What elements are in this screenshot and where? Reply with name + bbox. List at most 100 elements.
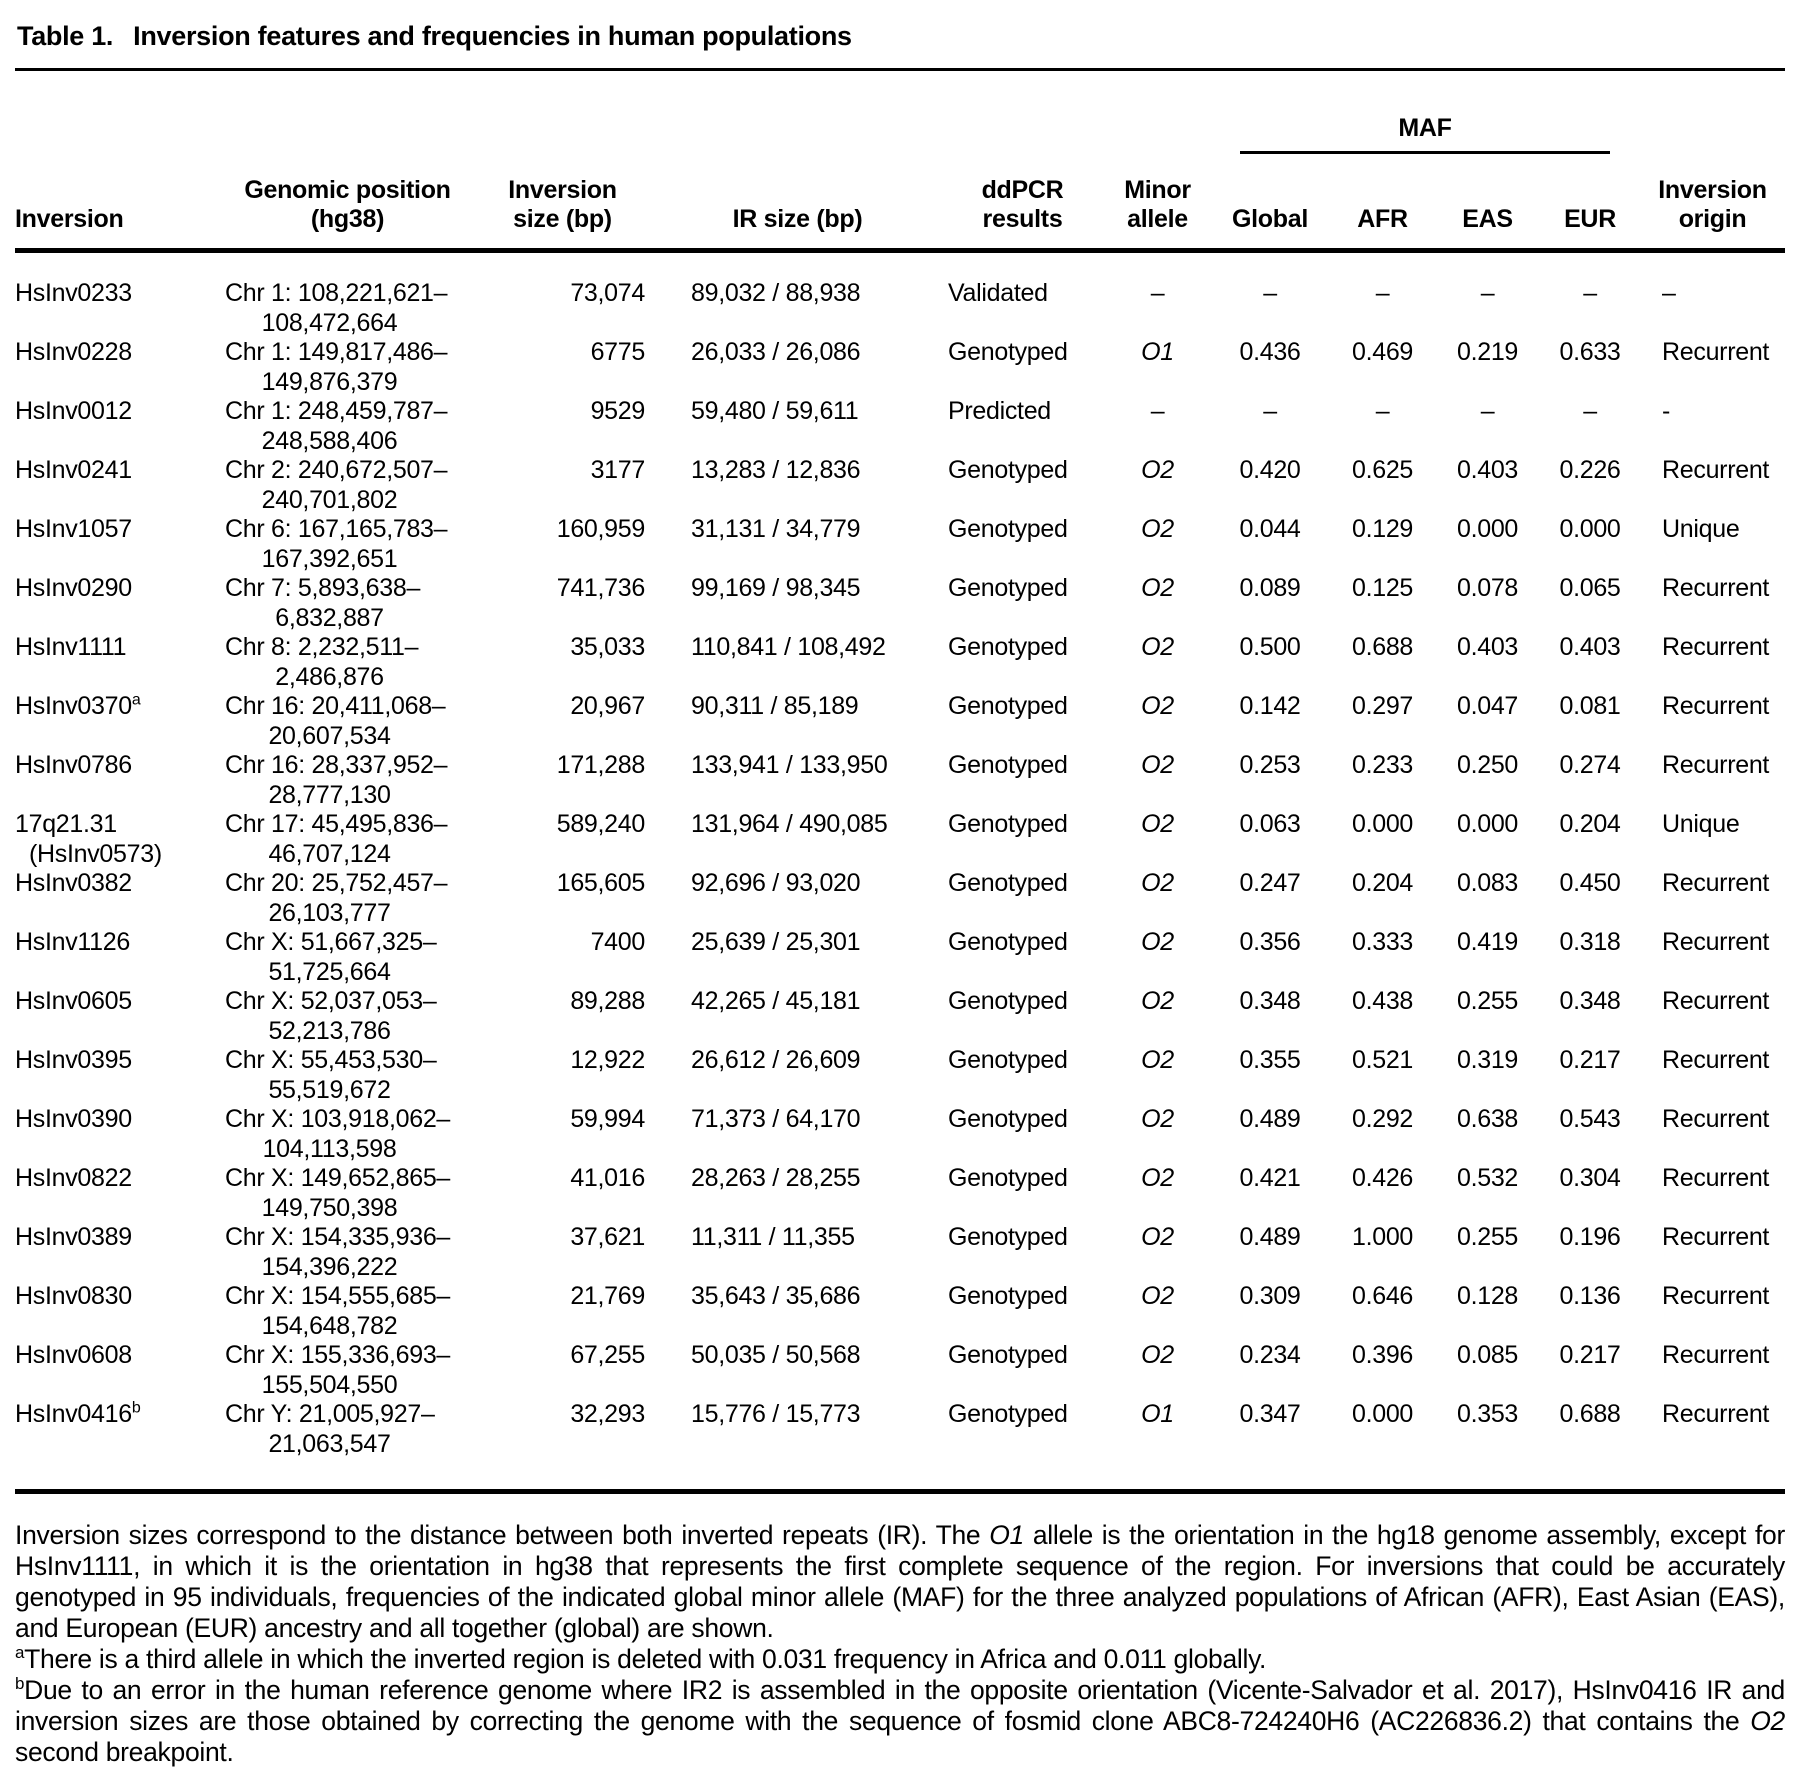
cell-maf-afr: 1.000 — [1351, 1223, 1414, 1251]
cell-inversion: HsInv0290 — [15, 574, 132, 602]
cell-genomic-position: Chr X: 154,555,685– 154,648,782 — [225, 1282, 451, 1340]
cell-minor-allele: O2 — [1141, 456, 1174, 484]
cell-genomic-position: Chr X: 55,453,530– 55,519,672 — [225, 1046, 437, 1104]
cell-inversion-origin: – — [1662, 279, 1676, 307]
cell-inversion: HsInv0608 — [15, 1341, 132, 1369]
table-row: HsInv1111 Chr 8: 2,232,511– 2,486,876 35,03… — [15, 633, 1785, 692]
cell-ddpcr-results: Genotyped — [948, 928, 1068, 956]
cell-ir-size: 13,283 / 12,836 — [691, 456, 861, 484]
cell-maf-global: – — [1263, 279, 1277, 307]
cell-inversion: HsInv0605 — [15, 987, 132, 1015]
cell-ddpcr-results: Genotyped — [948, 869, 1068, 897]
cell-ddpcr-results: Genotyped — [948, 633, 1068, 661]
maf-group-label: MAF — [1240, 114, 1611, 154]
cell-inversion-origin: Recurrent — [1662, 1105, 1770, 1133]
cell-maf-afr: 0.292 — [1351, 1105, 1414, 1133]
cell-maf-eur: – — [1583, 279, 1597, 307]
cell-inversion: HsInv1057 — [15, 515, 132, 543]
cell-maf-eur: 0.000 — [1559, 515, 1621, 543]
col-header-minor-allele: Minor allele — [1105, 71, 1210, 253]
cell-inversion-origin: Recurrent — [1662, 751, 1770, 779]
cell-inversion: HsInv0390 — [15, 1105, 132, 1133]
cell-maf-eur: 0.450 — [1559, 869, 1621, 897]
cell-ir-size: 71,373 / 64,170 — [691, 1105, 861, 1133]
col-header-inversion-origin: Inversion origin — [1640, 71, 1786, 253]
table-header: Inversion Genomic position (hg38) Invers… — [15, 71, 1786, 253]
cell-genomic-position: Chr X: 52,037,053– 52,213,786 — [225, 987, 437, 1045]
cell-maf-global: 0.142 — [1239, 692, 1301, 720]
cell-maf-eas: 0.255 — [1456, 1223, 1519, 1251]
cell-inversion-origin: Unique — [1662, 810, 1740, 838]
cell-maf-eas: 0.083 — [1456, 869, 1519, 897]
col-header-maf-eur: EUR — [1540, 183, 1641, 253]
cell-ddpcr-results: Genotyped — [948, 810, 1068, 838]
cell-inversion-size: 165,605 — [556, 869, 646, 897]
cell-maf-global: 0.253 — [1239, 751, 1301, 779]
cell-maf-afr: 0.333 — [1351, 928, 1414, 956]
cell-maf-eas: 0.638 — [1456, 1105, 1519, 1133]
cell-minor-allele: O2 — [1141, 633, 1174, 661]
table-number: Table 1. — [17, 21, 114, 51]
cell-ir-size: 50,035 / 50,568 — [691, 1341, 861, 1369]
cell-inversion: HsInv0382 — [15, 869, 132, 897]
cell-ir-size: 25,639 / 25,301 — [691, 928, 861, 956]
cell-inversion-size: 3177 — [590, 456, 646, 484]
cell-maf-eas: 0.085 — [1456, 1341, 1519, 1369]
cell-ir-size: 31,131 / 34,779 — [691, 515, 861, 543]
footnote-text-run: Due to an error in the human reference g… — [15, 1675, 1785, 1736]
cell-maf-global: 0.348 — [1239, 987, 1301, 1015]
cell-maf-afr: 0.646 — [1351, 1282, 1414, 1310]
cell-maf-eur: 0.633 — [1559, 338, 1621, 366]
cell-ddpcr-results: Genotyped — [948, 574, 1068, 602]
cell-minor-allele: – — [1150, 279, 1165, 307]
table-row: HsInv0389 Chr X: 154,335,936– 154,396,222 3… — [15, 1223, 1785, 1282]
cell-inversion-size: 20,967 — [570, 692, 645, 720]
cell-maf-afr: 0.438 — [1351, 987, 1414, 1015]
cell-maf-eas: 0.078 — [1456, 574, 1519, 602]
cell-inversion-size: 32,293 — [470, 1400, 655, 1494]
cell-maf-eur: 0.065 — [1559, 574, 1621, 602]
cell-maf-global: 0.089 — [1239, 574, 1301, 602]
cell-ddpcr-results: Genotyped — [948, 1282, 1068, 1310]
cell-ir-size: 26,033 / 26,086 — [691, 338, 861, 366]
cell-inversion: HsInv0228 — [15, 338, 132, 366]
cell-inversion: HsInv0830 — [15, 1282, 132, 1310]
col-header-maf-eas: EAS — [1435, 183, 1540, 253]
cell-inversion: HsInv1126 — [15, 928, 130, 956]
cell-genomic-position: Chr X: 51,667,325– 51,725,664 — [225, 928, 437, 986]
cell-minor-allele: O2 — [1141, 1223, 1174, 1251]
cell-ddpcr-results: Genotyped — [948, 987, 1068, 1015]
cell-maf-eur: 0.688 — [1540, 1400, 1641, 1494]
cell-ir-size: 11,311 / 11,355 — [691, 1223, 855, 1251]
cell-inversion-origin: Recurrent — [1662, 869, 1770, 897]
cell-maf-eur: 0.543 — [1559, 1105, 1621, 1133]
cell-inversion-origin: Recurrent — [1662, 633, 1770, 661]
cell-maf-afr: 0.396 — [1351, 1341, 1414, 1369]
cell-minor-allele: – — [1150, 397, 1165, 425]
cell-minor-allele: O2 — [1141, 1046, 1174, 1074]
cell-inversion-origin: - — [1662, 397, 1671, 425]
cell-maf-afr: 0.204 — [1351, 869, 1414, 897]
cell-maf-global: – — [1263, 397, 1277, 425]
cell-maf-global: 0.063 — [1239, 810, 1301, 838]
table-row: HsInv0370a Chr 16: 20,411,068– 20,607,534 2… — [15, 692, 1785, 751]
table-row: HsInv0241 Chr 2: 240,672,507– 240,701,802 3… — [15, 456, 1785, 515]
cell-maf-global: 0.356 — [1239, 928, 1301, 956]
cell-ir-size: 26,612 / 26,609 — [691, 1046, 861, 1074]
cell-ddpcr-results: Genotyped — [948, 338, 1068, 366]
footnote-general: Inversion sizes correspond to the distan… — [15, 1520, 1785, 1644]
cell-maf-eur: 0.196 — [1559, 1223, 1621, 1251]
cell-inversion-origin: Recurrent — [1662, 338, 1770, 366]
cell-inversion-size: 59,994 — [570, 1105, 645, 1133]
cell-minor-allele: O1 — [1141, 338, 1174, 366]
cell-genomic-position: Chr 2: 240,672,507– 240,701,802 — [225, 456, 448, 514]
col-header-inversion-size: Inversion size (bp) — [470, 71, 655, 253]
cell-maf-eas: 0.000 — [1456, 515, 1519, 543]
table-row: HsInv1126 Chr X: 51,667,325– 51,725,664 740… — [15, 928, 1785, 987]
cell-maf-eur: 0.403 — [1559, 633, 1621, 661]
cell-maf-eas: – — [1480, 279, 1495, 307]
cell-maf-afr: 0.000 — [1330, 1400, 1435, 1494]
cell-maf-eur: 0.304 — [1559, 1164, 1621, 1192]
cell-ddpcr-results: Predicted — [948, 397, 1051, 425]
cell-inversion-size: 73,074 — [570, 279, 645, 307]
